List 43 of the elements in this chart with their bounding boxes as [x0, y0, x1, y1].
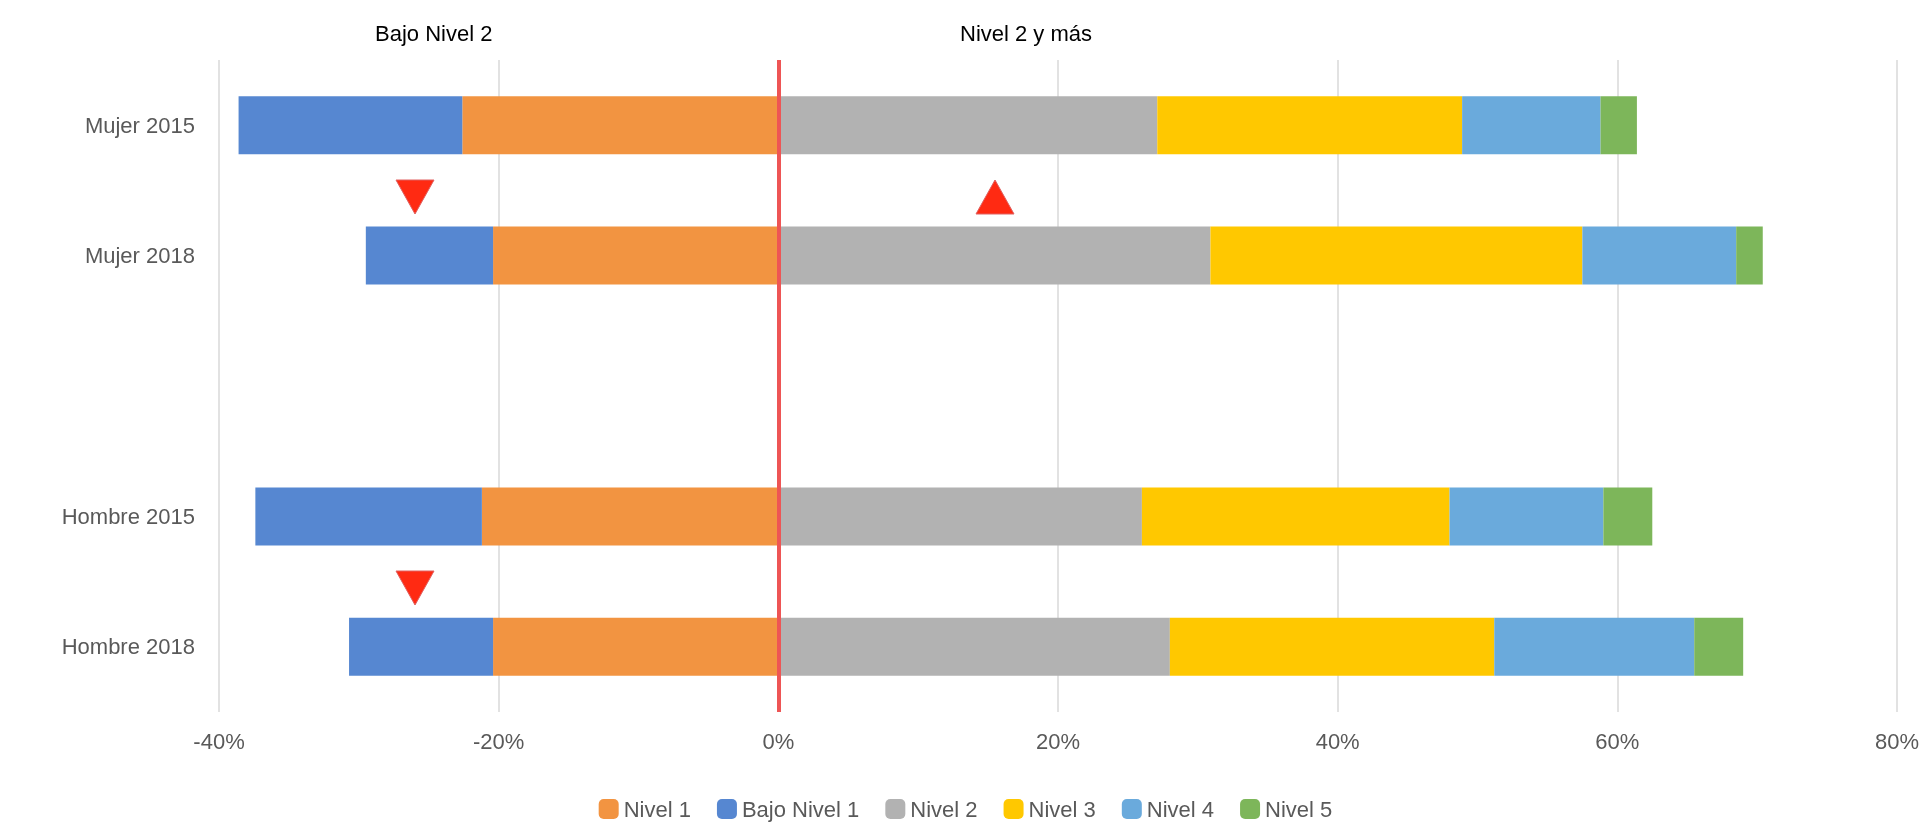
- x-tick-label: 60%: [1595, 728, 1640, 754]
- legend-label: Nivel 5: [1265, 796, 1333, 822]
- y-tick-label: Mujer 2015: [84, 112, 195, 138]
- bar: [365, 226, 494, 285]
- bar: [1169, 617, 1495, 676]
- legend-label: Nivel 3: [1028, 796, 1096, 822]
- x-tick-label: 0%: [762, 728, 795, 754]
- bar: [255, 487, 482, 546]
- bar: [1141, 487, 1450, 546]
- bar: [238, 96, 463, 155]
- x-tick-label: -20%: [472, 728, 525, 754]
- x-tick-label: 20%: [1035, 728, 1081, 754]
- bar: [481, 487, 779, 546]
- legend-label: Bajo Nivel 1: [741, 796, 860, 822]
- bar: [462, 96, 779, 155]
- y-tick-label: Mujer 2018: [84, 243, 195, 269]
- bar: [778, 226, 1211, 285]
- bar: [778, 96, 1158, 155]
- bar: [1694, 617, 1744, 676]
- legend-label: Nivel 2: [910, 796, 978, 822]
- bar: [778, 617, 1170, 676]
- bar: [1449, 487, 1604, 546]
- bar: [778, 487, 1142, 546]
- bar: [1462, 96, 1601, 155]
- bar: [1494, 617, 1695, 676]
- bar: [349, 617, 494, 676]
- y-tick-label: Hombre 2015: [61, 503, 195, 529]
- bar: [1210, 226, 1583, 285]
- x-tick-label: 40%: [1315, 728, 1360, 754]
- x-tick-label: 80%: [1874, 728, 1920, 754]
- bar: [493, 617, 779, 676]
- text: Bajo Nivel 2: [375, 20, 493, 46]
- bar: [1600, 96, 1637, 155]
- bar: [493, 226, 779, 285]
- legend-label: Nivel 4: [1146, 796, 1215, 822]
- bar: [1736, 226, 1763, 285]
- bar: [1582, 226, 1737, 285]
- y-tick-label: Hombre 2018: [61, 634, 195, 660]
- bar: [1603, 487, 1653, 546]
- bar: [1157, 96, 1463, 155]
- legend-label: Nivel 1: [623, 796, 691, 822]
- x-tick-label: -40%: [193, 728, 245, 754]
- text: Nivel 2 y más: [960, 20, 1093, 46]
